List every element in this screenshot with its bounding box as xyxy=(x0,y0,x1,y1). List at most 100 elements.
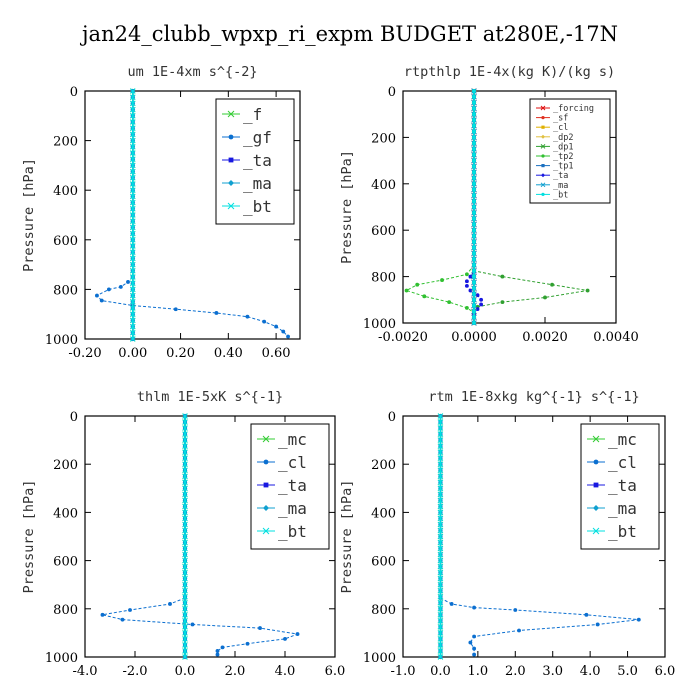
data-point xyxy=(283,637,287,641)
legend-label: _bt xyxy=(243,197,272,216)
data-point xyxy=(130,162,136,169)
data-point xyxy=(182,497,188,504)
legend-label: _dp2 xyxy=(553,133,573,143)
data-point xyxy=(440,278,444,282)
legend-item-ta: _ta xyxy=(257,476,307,495)
series-line-dp1 xyxy=(473,265,588,312)
data-point xyxy=(274,324,279,329)
data-point xyxy=(437,431,444,437)
plot-frame xyxy=(402,90,617,324)
data-point xyxy=(100,612,105,617)
x-tick-label: 0.60 xyxy=(262,346,291,361)
data-point xyxy=(468,640,473,645)
data-point xyxy=(130,187,136,193)
legend-marker xyxy=(541,134,545,139)
x-tick-label: 6.0 xyxy=(325,664,346,679)
data-point xyxy=(472,106,476,111)
data-point xyxy=(422,294,427,299)
data-point xyxy=(182,581,188,588)
data-point xyxy=(182,467,188,473)
data-point xyxy=(472,239,476,244)
data-point xyxy=(437,642,444,648)
series-tp2 xyxy=(404,263,476,315)
data-point xyxy=(437,648,444,654)
data-point xyxy=(472,321,476,325)
data-point xyxy=(472,228,476,233)
y-tick-label: 200 xyxy=(53,458,78,473)
legend-marker xyxy=(228,157,234,163)
data-point xyxy=(182,557,188,564)
legend-item-dp2: _dp2 xyxy=(536,133,573,143)
data-point xyxy=(245,641,250,646)
data-point xyxy=(437,593,444,600)
data-point xyxy=(182,636,188,642)
y-tick-label: 800 xyxy=(53,283,78,298)
data-point xyxy=(472,245,476,250)
data-point xyxy=(182,533,188,540)
legend-item-dp1: _dp1 xyxy=(536,142,573,152)
data-point xyxy=(437,479,444,486)
data-point xyxy=(437,497,444,504)
data-point xyxy=(182,509,188,516)
data-point xyxy=(472,193,476,198)
data-point xyxy=(118,285,123,289)
legend-label: _ma xyxy=(553,181,568,191)
data-point xyxy=(513,608,518,612)
data-point xyxy=(472,309,476,314)
data-point xyxy=(126,280,130,284)
x-tick-label: 1.0 xyxy=(468,664,489,679)
data-point xyxy=(472,129,476,134)
legend-label: _sf xyxy=(553,114,568,124)
legend-marker xyxy=(593,459,599,465)
figure-title: jan24_clubb_wpxp_ri_expm BUDGET at280E,-… xyxy=(79,22,618,46)
legend-marker xyxy=(541,164,545,168)
data-point xyxy=(182,654,188,660)
data-point xyxy=(472,118,476,122)
legend-label: _ta xyxy=(608,476,637,495)
data-point xyxy=(130,305,136,311)
legend-label: _bt xyxy=(278,522,307,541)
data-point xyxy=(130,119,136,125)
data-point xyxy=(182,618,188,624)
y-tick-label: 600 xyxy=(53,234,78,249)
legend-marker xyxy=(541,192,545,196)
data-point xyxy=(182,587,188,594)
data-point xyxy=(472,652,477,657)
data-point xyxy=(437,425,444,431)
data-point xyxy=(437,443,444,449)
y-tick-label: 800 xyxy=(371,603,396,618)
data-point xyxy=(472,268,476,273)
data-point xyxy=(472,112,476,117)
plot-frame xyxy=(402,415,666,658)
data-point xyxy=(472,141,476,146)
data-point xyxy=(437,455,444,461)
data-point xyxy=(182,485,188,492)
series-bt xyxy=(130,88,136,342)
data-point xyxy=(130,206,136,212)
data-point xyxy=(182,624,188,630)
data-point xyxy=(182,600,188,606)
data-point xyxy=(182,425,188,431)
x-tick-label: -2.0 xyxy=(122,664,147,679)
data-point xyxy=(472,274,476,279)
series-bt xyxy=(182,413,188,660)
legend-item-ma: _ma xyxy=(536,181,568,191)
data-point xyxy=(182,431,188,437)
data-point xyxy=(182,515,188,522)
data-point xyxy=(220,645,225,650)
data-point xyxy=(472,152,476,157)
x-tick-label: 0.40 xyxy=(214,346,243,361)
legend-item-ma: _ma xyxy=(257,499,307,518)
legend: _mc _cl _ta _ma _bt xyxy=(580,423,660,550)
data-point xyxy=(130,168,136,175)
data-point xyxy=(464,279,469,284)
data-point xyxy=(130,317,136,324)
y-tick-label: 0 xyxy=(70,85,78,100)
data-point xyxy=(262,319,267,324)
legend-item-ta: _ta xyxy=(587,476,637,495)
legend-marker xyxy=(262,435,270,443)
data-point xyxy=(130,323,136,330)
legend-label: _cl xyxy=(553,123,568,133)
data-point xyxy=(130,311,136,317)
